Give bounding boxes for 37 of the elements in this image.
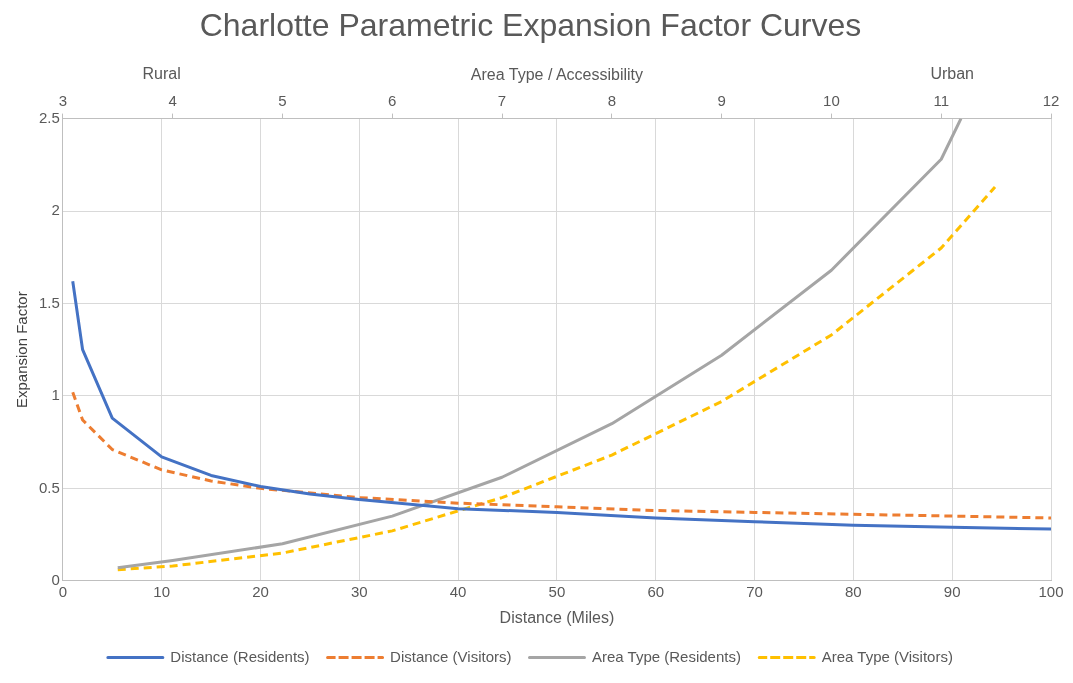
x-axis-title: Distance (Miles) [499, 608, 615, 626]
y-tick-label: 2.5 [38, 108, 60, 126]
legend-label: Area Type (Visitors) [821, 647, 953, 665]
y-tick-label: 0.5 [38, 478, 60, 496]
x2-tick-label: 4 [168, 91, 177, 109]
x-tick-label: 20 [252, 582, 269, 600]
x2-tick-label: 11 [933, 91, 949, 109]
legend-label: Area Type (Residents) [591, 647, 741, 665]
y-tick-label: 1.5 [38, 293, 60, 311]
chart-title: Charlotte Parametric Expansion Factor Curves [199, 7, 862, 44]
x2-tick-label: 5 [278, 91, 287, 109]
text: Rural [142, 64, 181, 82]
x2-axis-title: Area Type / Accessibility [470, 66, 644, 84]
x-tick-label: 40 [449, 582, 467, 600]
y-tick-label: 2 [51, 201, 60, 219]
x-tick-label: 10 [153, 582, 171, 600]
y-tick-label: 0 [51, 570, 60, 588]
legend-label: Distance (Visitors) [390, 647, 512, 665]
x2-tick-label: 3 [58, 91, 68, 109]
x2-tick-label: 8 [607, 91, 616, 109]
x-tick-label: 80 [845, 582, 862, 600]
text: Urban [930, 64, 974, 82]
x-tick-label: 60 [647, 582, 665, 600]
x-tick-label: 90 [943, 582, 961, 600]
legend-label: Distance (Residents) [170, 647, 310, 665]
x2-tick-label: 6 [388, 91, 397, 109]
y-axis-title: Expansion Factor [13, 291, 31, 409]
x-tick-label: 30 [350, 582, 368, 600]
y-tick-label: 1 [51, 386, 60, 404]
x2-tick-label: 7 [497, 91, 507, 109]
x-tick-label: 70 [746, 582, 763, 600]
x-tick-label: 100 [1038, 582, 1064, 600]
x2-tick-label: 9 [717, 91, 726, 109]
line-series [71, 390, 1051, 520]
x-tick-label: 50 [548, 582, 566, 600]
x2-tick-label: 12 [1042, 91, 1060, 109]
x2-tick-label: 10 [823, 91, 840, 109]
